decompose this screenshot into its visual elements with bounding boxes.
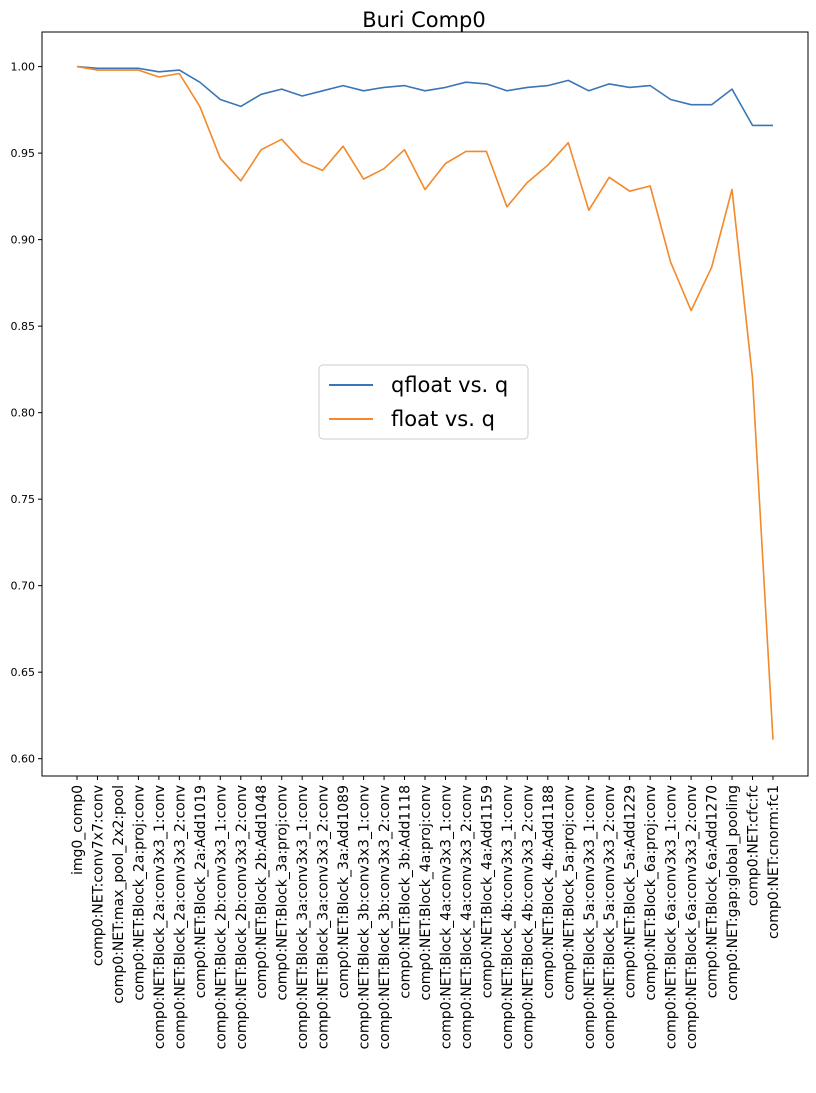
y-tick-label: 0.95 xyxy=(11,147,36,160)
y-tick-label: 0.80 xyxy=(11,407,36,420)
x-tick-label: comp0:NET:Block_3a:Add1089 xyxy=(336,785,352,998)
x-tick-label: comp0:NET:Block_2a:conv3x3_2:conv xyxy=(172,785,188,1049)
x-tick-label: comp0:NET:Block_2b:Add1048 xyxy=(254,785,270,999)
x-tick-label: comp0:NET:conv7x7:conv xyxy=(90,785,106,966)
x-tick-label: comp0:NET:Block_6a:proj:conv xyxy=(643,785,659,1000)
x-tick-label: comp0:NET:Block_4b:conv3x3_2:conv xyxy=(520,785,536,1049)
y-tick-label: 0.65 xyxy=(11,666,36,679)
x-axis: img0_comp0 comp0:NET:conv7x7:conv comp0:NE… xyxy=(70,776,782,1049)
series-line-float xyxy=(76,65,774,740)
x-tick-label: comp0:NET:gap:global_pooling xyxy=(725,785,741,1001)
x-tick-label: comp0:NET:Block_5a:conv3x3_2:conv xyxy=(602,785,618,1049)
x-tick-label: comp0:NET:Block_6a:conv3x3_2:conv xyxy=(684,785,700,1049)
y-tick-label: 0.60 xyxy=(11,753,36,766)
chart-title: Buri Comp0 xyxy=(362,8,486,32)
x-tick-label: comp0:NET:Block_3a:conv3x3_2:conv xyxy=(316,785,332,1049)
x-tick-label: comp0:NET:Block_3b:Add1118 xyxy=(398,785,414,999)
legend-label: float vs. q xyxy=(391,407,495,431)
x-tick-label: comp0:NET:cfc:fc xyxy=(746,785,762,906)
x-tick-label: comp0:NET:Block_6a:Add1270 xyxy=(705,785,721,998)
legend-box xyxy=(318,364,529,440)
x-tick-label: comp0:NET:Block_6a:conv3x3_1:conv xyxy=(664,785,680,1049)
legend-label: qfloat vs. q xyxy=(391,373,508,397)
legend: qfloat vs. q float vs. q xyxy=(318,364,529,440)
x-tick-label: comp0:NET:Block_3b:conv3x3_1:conv xyxy=(357,785,373,1049)
x-tick-label: comp0:NET:Block_3b:conv3x3_2:conv xyxy=(377,785,393,1049)
y-tick-label: 0.75 xyxy=(11,493,36,506)
x-tick-label: comp0:NET:Block_4a:conv3x3_1:conv xyxy=(438,785,454,1049)
y-tick-label: 0.90 xyxy=(11,234,36,247)
x-tick-label: comp0:NET:Block_4a:proj:conv xyxy=(418,785,434,1000)
x-tick-label: comp0:NET:Block_4a:conv3x3_2:conv xyxy=(459,785,475,1049)
x-tick-label: comp0:NET:Block_5a:conv3x3_1:conv xyxy=(582,785,598,1049)
series-line-qfloat xyxy=(76,65,773,127)
x-tick-label: comp0:NET:Block_5a:proj:conv xyxy=(561,785,577,1000)
y-tick-label: 0.70 xyxy=(11,580,36,593)
y-tick-label: 1.00 xyxy=(11,61,36,74)
x-tick-label: comp0:NET:Block_2b:conv3x3_1:conv xyxy=(213,785,229,1049)
series-lines xyxy=(76,65,774,740)
x-tick-label: img0_comp0 xyxy=(70,785,86,875)
x-tick-label: comp0:NET:Block_2a:conv3x3_1:conv xyxy=(152,785,168,1049)
x-tick-label: comp0:NET:Block_5a:Add1229 xyxy=(623,785,639,998)
x-tick-label: comp0:NET:Block_2a:proj:conv xyxy=(131,785,147,1000)
x-tick-label: comp0:NET:Block_3a:conv3x3_1:conv xyxy=(295,785,311,1049)
x-tick-label: comp0:NET:Block_4b:conv3x3_1:conv xyxy=(500,785,516,1049)
x-tick-label: comp0:NET:Block_2b:conv3x3_2:conv xyxy=(234,785,250,1049)
x-tick-label: comp0:NET:cnorm:fc1 xyxy=(766,785,782,939)
x-tick-label: comp0:NET:Block_4a:Add1159 xyxy=(479,785,495,998)
y-tick-label: 0.85 xyxy=(11,320,36,333)
x-tick-label: comp0:NET:max_pool_2x2:pool xyxy=(111,785,127,1004)
y-axis: 0.60 0.65 0.70 0.75 0.80 0.85 0.90 0.95 1.00 xyxy=(11,61,42,766)
x-tick-label: comp0:NET:Block_4b:Add1188 xyxy=(541,785,557,999)
x-tick-label: comp0:NET:Block_3a:proj:conv xyxy=(275,785,291,1000)
x-tick-label: comp0:NET:Block_2a:Add1019 xyxy=(193,785,209,998)
